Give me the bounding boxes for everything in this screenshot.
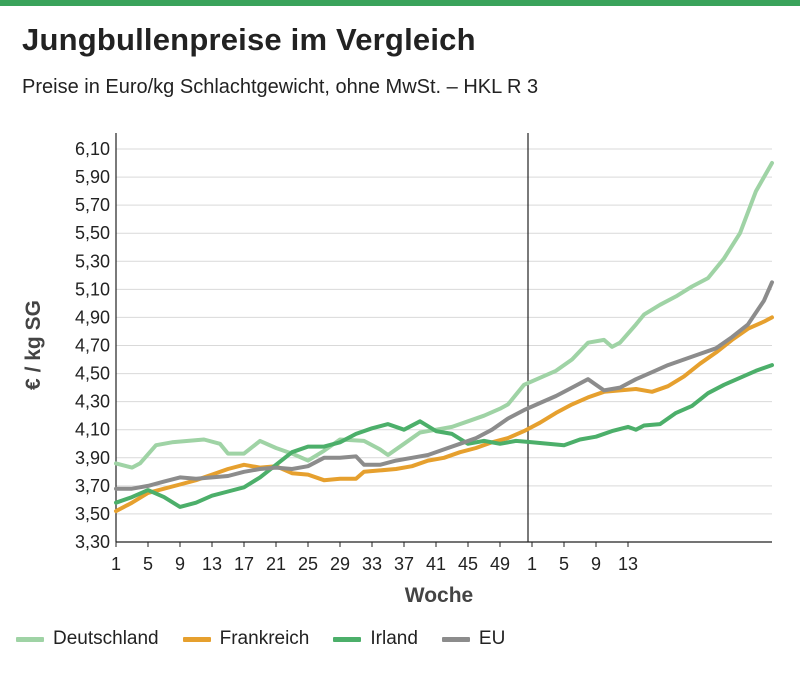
x-axis-title: Woche <box>405 584 473 607</box>
y-axis-title: € / kg SG <box>22 300 45 390</box>
x-tick-label-12: 49 <box>490 554 510 574</box>
y-tick-label-3: 3,90 <box>75 448 110 468</box>
y-tick-label-1: 3,50 <box>75 504 110 524</box>
x-tick-label-10: 41 <box>426 554 446 574</box>
x-tick-label-9: 37 <box>394 554 414 574</box>
legend-swatch-deutschland <box>16 636 44 642</box>
x-tick-label-15: 9 <box>591 554 601 574</box>
y-tick-label-6: 4,50 <box>75 364 110 384</box>
legend-label-deutschland: Deutschland <box>53 628 159 649</box>
y-tick-label-7: 4,70 <box>75 336 110 356</box>
x-tick-label-8: 33 <box>362 554 382 574</box>
x-tick-label-1: 5 <box>143 554 153 574</box>
y-tick-label-11: 5,50 <box>75 223 110 243</box>
legend-label-eu: EU <box>478 628 506 649</box>
legend: Deutschland Frankreich Irland EU <box>16 628 529 650</box>
y-tick-label-2: 3,70 <box>75 476 110 496</box>
y-tick-label-9: 5,10 <box>75 279 110 299</box>
legend-swatch-frankreich <box>182 636 211 642</box>
legend-swatch-eu <box>441 636 470 642</box>
legend-swatch-irland <box>333 636 362 642</box>
series-line-frankreich <box>114 315 774 514</box>
x-tick-label-13: 1 <box>527 554 537 574</box>
x-tick-label-14: 5 <box>559 554 569 574</box>
y-tick-label-4: 4,10 <box>75 420 110 440</box>
y-tick-label-14: 6,10 <box>75 139 110 159</box>
y-tick-label-12: 5,70 <box>75 195 110 215</box>
chart-subtitle: Preise in Euro/kg Schlachtgewicht, ohne … <box>22 76 539 98</box>
y-tick-label-0: 3,30 <box>75 532 110 552</box>
x-tick-label-11: 45 <box>458 554 478 574</box>
series-line-deutschland <box>114 161 774 470</box>
x-tick-label-4: 17 <box>234 554 254 574</box>
legend-item-eu: EU <box>441 628 506 650</box>
legend-label-frankreich: Frankreich <box>219 628 310 649</box>
y-tick-label-10: 5,30 <box>75 251 110 271</box>
x-tick-label-7: 29 <box>330 554 350 574</box>
y-tick-label-8: 4,90 <box>75 307 110 327</box>
chart-title: Jungbullenpreise im Vergleich <box>22 22 476 57</box>
x-tick-label-2: 9 <box>175 554 185 574</box>
x-tick-label-5: 21 <box>266 554 286 574</box>
x-tick-label-3: 13 <box>202 554 222 574</box>
legend-item-frankreich: Frankreich <box>182 628 310 650</box>
x-tick-label-16: 13 <box>618 554 638 574</box>
legend-item-irland: Irland <box>333 628 418 650</box>
x-tick-label-0: 1 <box>111 554 121 574</box>
y-tick-label-13: 5,90 <box>75 167 110 187</box>
top-accent-bar <box>0 0 800 6</box>
x-tick-label-6: 25 <box>298 554 318 574</box>
legend-item-deutschland: Deutschland <box>16 628 159 650</box>
series-line-eu <box>114 280 774 491</box>
series-line-irland <box>114 363 774 509</box>
legend-label-irland: Irland <box>370 628 418 649</box>
y-tick-label-5: 4,30 <box>75 392 110 412</box>
